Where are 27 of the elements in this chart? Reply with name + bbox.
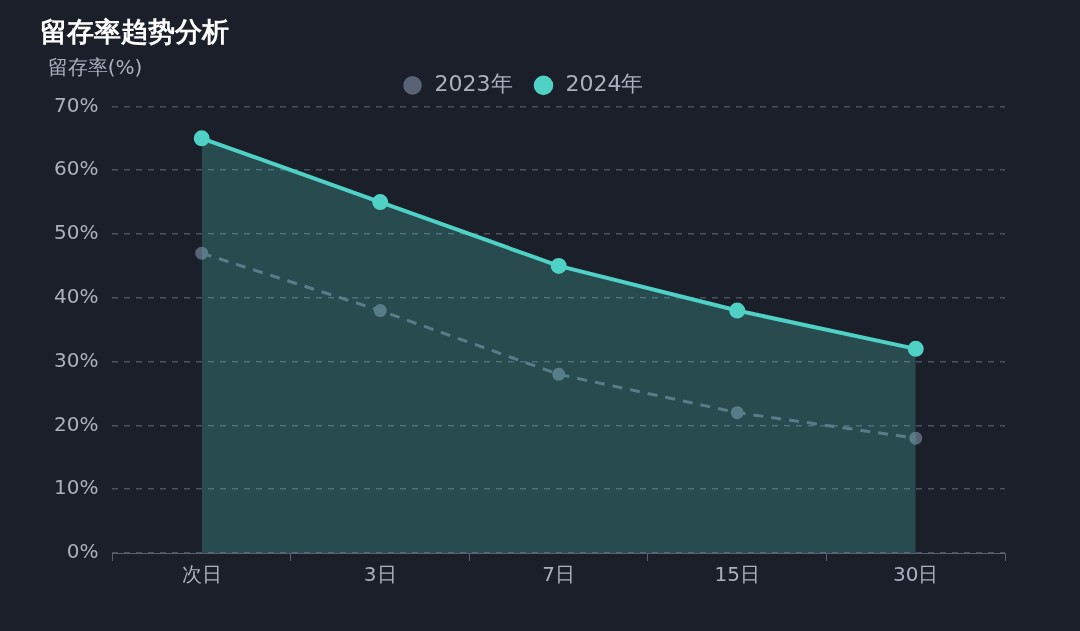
x-tick-label: 30日: [893, 562, 939, 587]
y-axis-title: 留存率(%): [47, 54, 143, 79]
x-tick-label: 7日: [542, 562, 576, 587]
point: [195, 246, 209, 260]
chart-title: 留存率趋势分析: [40, 16, 229, 48]
legend-label: 2024年: [565, 71, 644, 97]
y-tick-label: 70%: [54, 92, 99, 117]
y-tick-label: 0%: [66, 539, 99, 564]
point: [550, 257, 567, 274]
y-tick-label: 50%: [54, 220, 99, 245]
y-tick-label: 10%: [54, 475, 99, 500]
y-tick-label: 40%: [54, 284, 99, 308]
point: [730, 406, 744, 420]
point: [193, 130, 210, 147]
point: [907, 340, 924, 357]
x-tick-label: 15日: [714, 562, 760, 587]
point: [729, 302, 746, 319]
point: [909, 431, 923, 445]
y-tick-label: 30%: [54, 347, 99, 372]
point: [552, 367, 566, 381]
x-tick-label: 3日: [363, 562, 397, 587]
y-tick-label: 60%: [54, 156, 99, 181]
legend-label: 2023年: [434, 71, 513, 97]
point: [373, 304, 387, 318]
y-tick-label: 20%: [54, 411, 99, 436]
point: [372, 194, 389, 211]
x-tick-label: 次日: [181, 562, 222, 587]
